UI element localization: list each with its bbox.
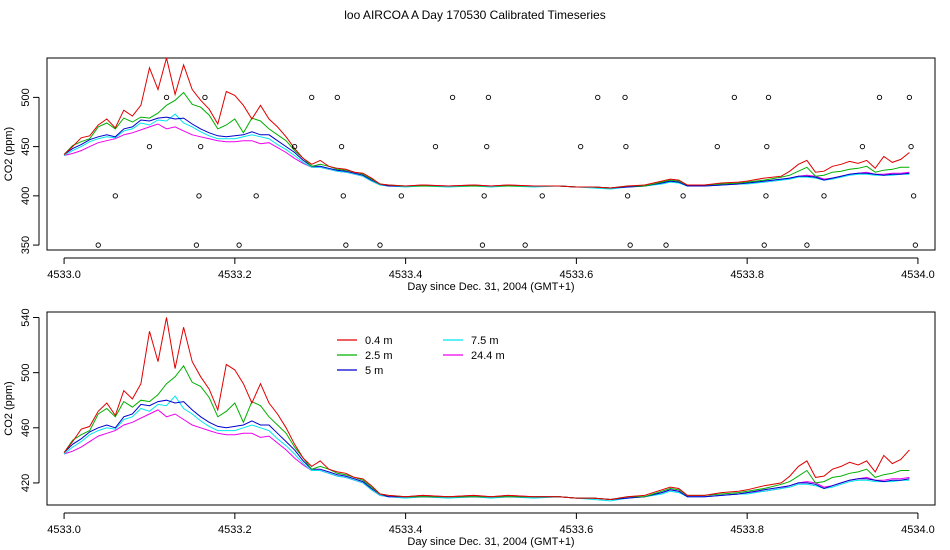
series-line-7-5-mm bbox=[63, 395, 910, 502]
scatter-point bbox=[623, 143, 629, 150]
x-axis-label: Day since Dec. 31, 2004 (GMT+1) bbox=[407, 281, 574, 293]
scatter-point bbox=[334, 94, 340, 101]
scatter-point bbox=[484, 143, 490, 150]
scatter-point bbox=[95, 242, 101, 248]
scatter-point bbox=[731, 94, 737, 101]
scatter-point bbox=[680, 193, 686, 199]
scatter-point bbox=[876, 94, 883, 101]
scatter-point bbox=[479, 242, 486, 248]
y-tick-label: 540 bbox=[20, 308, 32, 326]
scatter-point bbox=[193, 242, 200, 248]
y-tick-label: 460 bbox=[20, 419, 32, 437]
scatter-point bbox=[522, 242, 528, 248]
x-tick-label: 4533.2 bbox=[218, 524, 252, 536]
scatter-point bbox=[343, 242, 349, 248]
legend-label: 7.5 m bbox=[471, 335, 499, 347]
plot-frame bbox=[46, 57, 936, 251]
scatter-point bbox=[432, 143, 439, 150]
x-tick-label: 4533.2 bbox=[218, 269, 252, 281]
scatter-point bbox=[627, 242, 633, 248]
series-line-7-5-mm bbox=[63, 113, 910, 190]
scatter-point bbox=[539, 193, 545, 199]
scatter-point bbox=[112, 193, 118, 199]
legend-label: 5 m bbox=[365, 365, 383, 377]
scatter-point bbox=[765, 94, 772, 101]
y-tick-label: 400 bbox=[20, 187, 32, 205]
x-tick-label: 4533.6 bbox=[560, 269, 594, 281]
x-tick-label: 4534.0 bbox=[901, 269, 935, 281]
y-tick-label: 450 bbox=[20, 137, 32, 155]
series-line-2-5-mm bbox=[63, 364, 910, 501]
scatter-point bbox=[146, 143, 153, 150]
series-line-0-4-mm bbox=[63, 317, 910, 501]
y-tick-label: 350 bbox=[20, 236, 32, 254]
scatter-point bbox=[622, 94, 628, 101]
scatter-point bbox=[578, 143, 584, 150]
y-axis-label: CO2 (ppm) bbox=[3, 127, 15, 181]
y-tick-label: 420 bbox=[20, 474, 32, 492]
top-panel: 4533.0 4533.2 4533.4 4533.6 4533.8 4534.0 Day … bbox=[3, 57, 936, 293]
scatter-point bbox=[761, 242, 767, 248]
legend-label: 24.4 m bbox=[471, 350, 505, 362]
scatter-point bbox=[624, 193, 631, 199]
scatter-point bbox=[163, 94, 170, 101]
x-tick-label: 4533.6 bbox=[560, 524, 594, 536]
scatter-point bbox=[906, 94, 913, 101]
scatter-point bbox=[398, 193, 404, 199]
scatter-point bbox=[309, 94, 315, 101]
plot-frame bbox=[46, 311, 936, 506]
scatter-point bbox=[253, 193, 259, 199]
scatter-point bbox=[340, 193, 346, 199]
x-tick-label: 4533.4 bbox=[389, 524, 423, 536]
legend-label: 0.4 m bbox=[365, 335, 393, 347]
series-line-5-mm bbox=[63, 116, 910, 189]
x-axis-label: Day since Dec. 31, 2004 (GMT+1) bbox=[407, 536, 574, 548]
x-tick-label: 4533.8 bbox=[730, 524, 764, 536]
scatter-point bbox=[202, 94, 208, 101]
scatter-point bbox=[481, 193, 487, 199]
scatter-point bbox=[377, 242, 383, 248]
scatter-point bbox=[196, 193, 202, 199]
scatter-point bbox=[804, 242, 810, 248]
scatter-point bbox=[663, 242, 669, 248]
x-tick-label: 4534.0 bbox=[901, 524, 935, 536]
scatter-point bbox=[198, 143, 204, 150]
scatter-point bbox=[338, 143, 345, 150]
scatter-point bbox=[859, 143, 866, 150]
scatter-point bbox=[763, 193, 769, 199]
chart-title: loo AIRCOA A Day 170530 Calibrated Times… bbox=[344, 8, 606, 22]
scatter-point bbox=[449, 94, 456, 101]
x-tick-label: 4533.0 bbox=[47, 524, 81, 536]
x-tick-label: 4533.8 bbox=[730, 269, 764, 281]
scatter-point bbox=[764, 143, 770, 150]
x-tick-label: 4533.0 bbox=[47, 269, 81, 281]
series-line-0-4-mm bbox=[63, 57, 910, 189]
scatter-point bbox=[291, 143, 298, 150]
y-tick-label: 500 bbox=[20, 363, 32, 381]
scatter-point bbox=[595, 94, 601, 101]
legend-label: 2.5 m bbox=[365, 350, 393, 362]
series-line-5-mm bbox=[63, 399, 910, 501]
scatter-point bbox=[236, 242, 242, 248]
series-line-2-5-mm bbox=[63, 91, 910, 189]
bottom-panel: 4533.0 4533.2 4533.4 4533.6 4533.8 4534.0 Day … bbox=[3, 308, 936, 548]
x-tick-label: 4533.4 bbox=[389, 269, 423, 281]
y-axis-label: CO2 (ppm) bbox=[3, 381, 15, 435]
y-tick-label: 500 bbox=[20, 88, 32, 106]
scatter-point bbox=[714, 143, 720, 150]
scatter-point bbox=[911, 193, 917, 199]
scatter-point bbox=[821, 193, 827, 199]
scatter-point bbox=[485, 94, 492, 101]
series-line-24-4-mm bbox=[63, 409, 910, 501]
series-line-24-4-mm bbox=[63, 123, 910, 189]
scatter-point bbox=[908, 143, 914, 150]
scatter-point bbox=[912, 242, 919, 248]
